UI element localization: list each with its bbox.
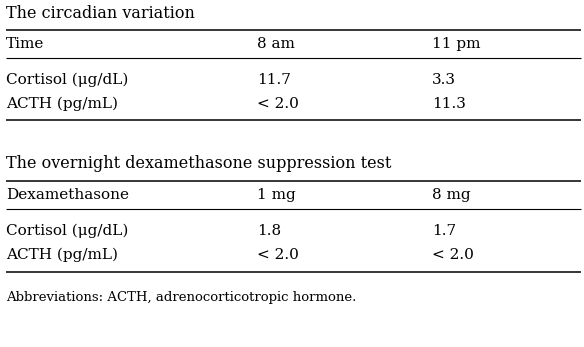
Text: Time: Time bbox=[6, 37, 44, 51]
Text: < 2.0: < 2.0 bbox=[432, 248, 474, 262]
Text: ACTH (pg/mL): ACTH (pg/mL) bbox=[6, 97, 118, 111]
Text: 1.7: 1.7 bbox=[432, 224, 456, 238]
Text: 11.7: 11.7 bbox=[257, 73, 291, 87]
Text: 1.8: 1.8 bbox=[257, 224, 281, 238]
Text: < 2.0: < 2.0 bbox=[257, 248, 299, 262]
Text: 3.3: 3.3 bbox=[432, 73, 456, 87]
Text: 11 pm: 11 pm bbox=[432, 37, 481, 51]
Text: Cortisol (μg/dL): Cortisol (μg/dL) bbox=[6, 224, 128, 238]
Text: 8 mg: 8 mg bbox=[432, 188, 471, 202]
Text: 1 mg: 1 mg bbox=[257, 188, 296, 202]
Text: Abbreviations: ACTH, adrenocorticotropic hormone.: Abbreviations: ACTH, adrenocorticotropic… bbox=[6, 290, 356, 304]
Text: ACTH (pg/mL): ACTH (pg/mL) bbox=[6, 248, 118, 262]
Text: 8 am: 8 am bbox=[257, 37, 295, 51]
Text: Cortisol (μg/dL): Cortisol (μg/dL) bbox=[6, 73, 128, 87]
Text: The overnight dexamethasone suppression test: The overnight dexamethasone suppression … bbox=[6, 154, 391, 171]
Text: < 2.0: < 2.0 bbox=[257, 97, 299, 111]
Text: Dexamethasone: Dexamethasone bbox=[6, 188, 129, 202]
Text: 11.3: 11.3 bbox=[432, 97, 466, 111]
Text: The circadian variation: The circadian variation bbox=[6, 6, 194, 23]
